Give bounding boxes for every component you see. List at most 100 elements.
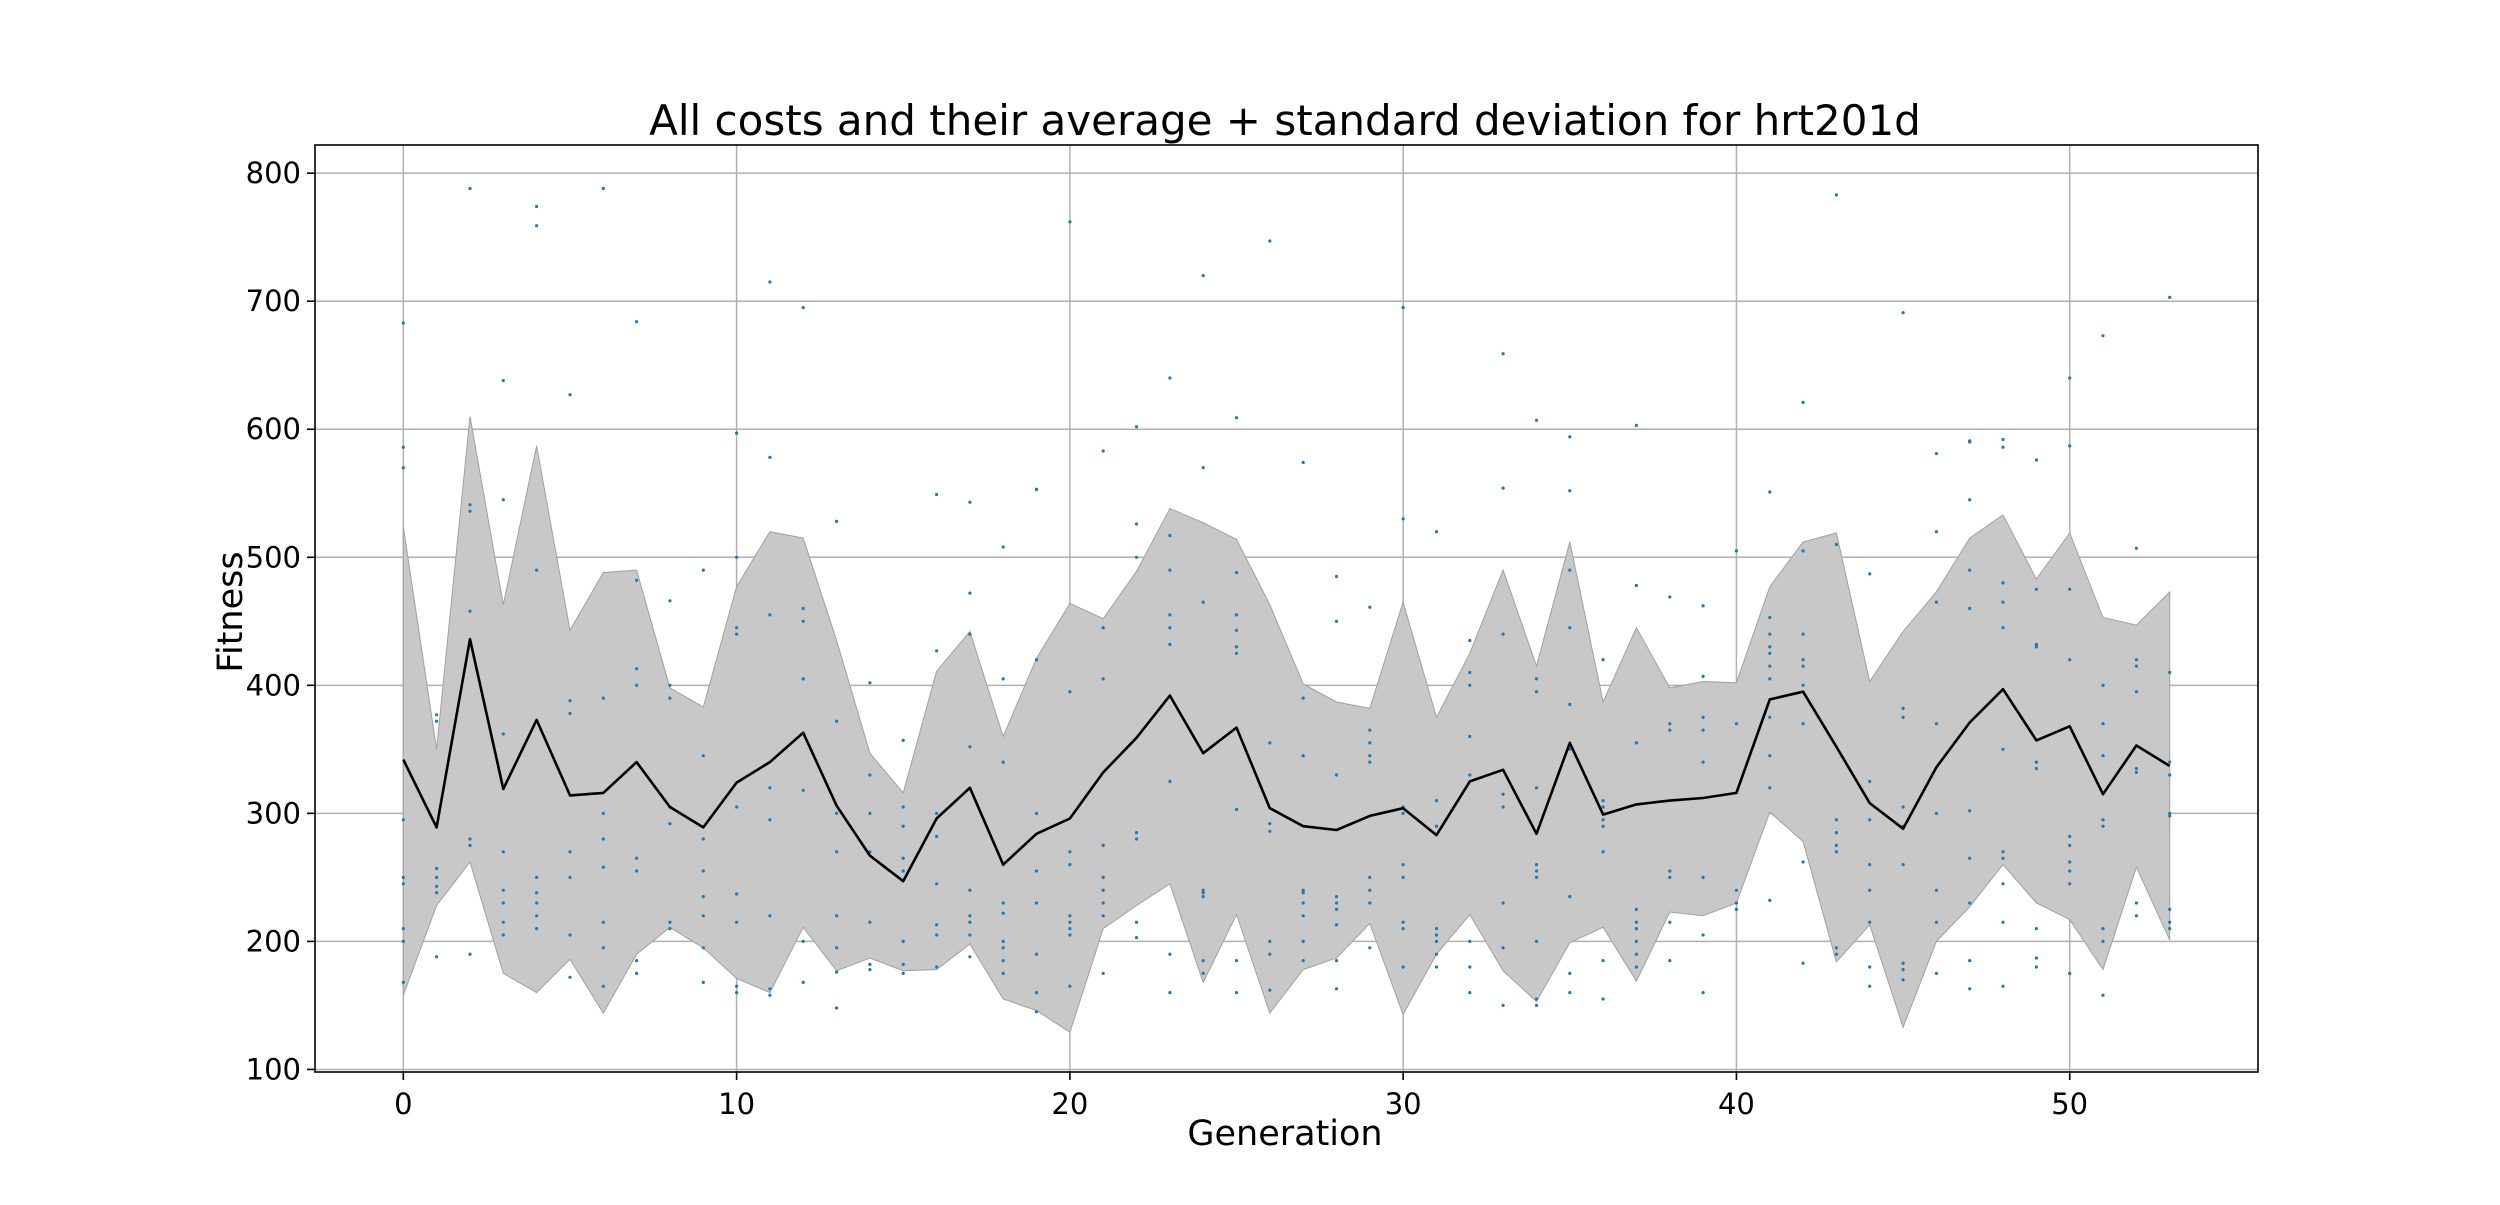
cost-point xyxy=(1068,927,1072,931)
cost-point xyxy=(768,914,772,918)
cost-point xyxy=(1568,991,1572,995)
cost-point xyxy=(1401,927,1405,931)
cost-point xyxy=(2134,664,2138,668)
cost-point xyxy=(501,901,505,905)
cost-point xyxy=(1068,920,1072,924)
cost-point xyxy=(1401,920,1405,924)
cost-point xyxy=(901,856,905,860)
cost-point xyxy=(1801,549,1805,553)
cost-point xyxy=(1701,991,1705,995)
cost-point xyxy=(1134,522,1139,526)
cost-point xyxy=(1101,677,1105,681)
cost-point xyxy=(1234,651,1239,655)
cost-point xyxy=(1301,914,1305,918)
cost-point xyxy=(935,933,939,937)
cost-point xyxy=(2101,939,2105,944)
cost-point xyxy=(1068,933,1072,937)
cost-point xyxy=(2168,920,2172,924)
axes: 0 10 20 30 40 50 100 200 300 400 500 600 700 800 xyxy=(246,144,2259,1121)
cost-point xyxy=(1268,952,1272,956)
cost-point xyxy=(1268,741,1272,745)
cost-point xyxy=(1101,843,1105,848)
cost-point xyxy=(735,920,739,924)
cost-point xyxy=(1201,888,1205,892)
cost-point xyxy=(568,850,572,854)
cost-point xyxy=(1768,715,1772,719)
cost-point xyxy=(1168,533,1172,538)
cost-point xyxy=(1434,530,1439,534)
cost-point xyxy=(1601,824,1605,828)
cost-point xyxy=(1434,952,1439,956)
cost-point xyxy=(1568,971,1572,976)
cost-point xyxy=(901,805,905,809)
cost-point xyxy=(1034,869,1039,873)
cost-point xyxy=(401,466,405,470)
cost-point xyxy=(768,818,772,822)
cost-point xyxy=(901,939,905,944)
cost-point xyxy=(1968,568,1972,572)
cost-point xyxy=(468,503,472,507)
cost-point xyxy=(1934,971,1938,976)
cost-point xyxy=(535,224,539,228)
cost-point xyxy=(701,869,705,873)
cost-point xyxy=(1934,811,1938,816)
cost-point xyxy=(1634,965,1638,969)
cost-point xyxy=(1434,965,1439,969)
cost-point xyxy=(2168,927,2172,931)
cost-point xyxy=(1701,760,1705,764)
cost-point xyxy=(468,952,472,956)
cost-point xyxy=(1268,988,1272,992)
cost-point xyxy=(768,280,772,284)
cost-point xyxy=(1501,1003,1505,1008)
cost-point xyxy=(1034,952,1039,956)
cost-point xyxy=(1201,971,1205,976)
cost-point xyxy=(2034,766,2038,771)
cost-point xyxy=(801,788,805,792)
cost-point xyxy=(801,939,805,944)
cost-point xyxy=(935,811,939,816)
cost-point xyxy=(1168,952,1172,956)
cost-point xyxy=(1068,863,1072,867)
cost-point xyxy=(1368,605,1372,609)
cost-point xyxy=(701,914,705,918)
cost-point xyxy=(1968,606,1972,611)
cost-point xyxy=(635,856,639,860)
cost-point xyxy=(568,975,572,979)
cost-point xyxy=(1101,888,1105,892)
cost-point xyxy=(968,632,972,636)
cost-point xyxy=(1968,856,1972,860)
cost-point xyxy=(1134,831,1139,835)
cost-point xyxy=(735,805,739,809)
cost-point xyxy=(1534,690,1539,694)
cost-point xyxy=(1901,863,1905,867)
cost-point xyxy=(2134,766,2138,771)
cost-point xyxy=(1168,642,1172,647)
cost-point xyxy=(768,613,772,617)
cost-point xyxy=(835,946,839,950)
cost-point xyxy=(1968,498,1972,502)
cost-point xyxy=(1568,489,1572,493)
cost-point xyxy=(2001,747,2005,751)
cost-point xyxy=(1334,923,1339,927)
cost-point xyxy=(901,824,905,828)
x-axis-title: Generation xyxy=(1187,1114,1382,1154)
cost-point xyxy=(1701,875,1705,880)
cost-point xyxy=(1101,901,1105,905)
cost-point xyxy=(1834,831,1838,835)
cost-point xyxy=(2001,600,2005,604)
cost-point xyxy=(1568,568,1572,572)
cost-point xyxy=(1168,613,1172,617)
cost-point xyxy=(1368,875,1372,880)
cost-point xyxy=(1334,987,1339,991)
y-tick-label: 200 xyxy=(246,924,301,958)
cost-point xyxy=(2101,754,2105,758)
y-tick-label: 100 xyxy=(246,1052,301,1086)
cost-point xyxy=(1534,418,1539,422)
cost-point xyxy=(1801,683,1805,687)
cost-point xyxy=(601,984,605,988)
cost-point xyxy=(2001,626,2005,630)
cost-point xyxy=(1968,440,1972,444)
cost-point xyxy=(1934,888,1938,892)
cost-point xyxy=(2034,760,2038,764)
